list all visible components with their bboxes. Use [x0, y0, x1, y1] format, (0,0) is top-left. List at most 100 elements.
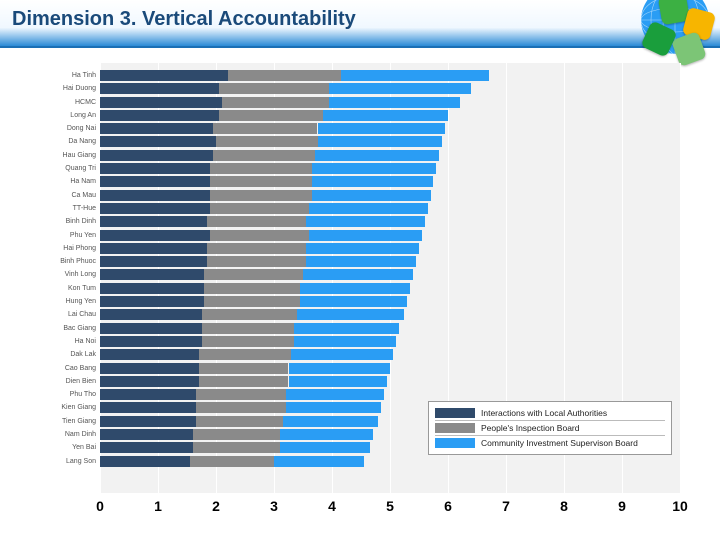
bar-segment [196, 402, 286, 413]
bar-segment [210, 230, 309, 241]
bar-segment [100, 70, 228, 81]
bar-segment [219, 83, 329, 94]
puzzle-piece-icon [658, 0, 690, 25]
bar-segment [100, 402, 196, 413]
bar-segment [318, 123, 446, 134]
bar-segment [210, 190, 312, 201]
bar-segment [100, 376, 199, 387]
bar-row: Ha Tinh [100, 69, 680, 82]
category-label: Hau Giang [6, 149, 96, 162]
category-label: Phu Tho [6, 388, 96, 401]
bar-segment [303, 269, 413, 280]
bar-segment [100, 163, 210, 174]
bar-segment [213, 123, 317, 134]
x-axis: 012345678910 [100, 498, 680, 523]
bar-segment [312, 176, 434, 187]
bar-segment [207, 256, 306, 267]
category-label: Hung Yen [6, 295, 96, 308]
page-title: Dimension 3. Vertical Accountability [12, 8, 356, 31]
bar-segment [294, 323, 398, 334]
x-tick-label: 4 [328, 498, 336, 514]
category-label: Hai Duong [6, 82, 96, 95]
bar-row: Ha Nam [100, 175, 680, 188]
bar-row: Hai Phong [100, 242, 680, 255]
x-tick-label: 6 [444, 498, 452, 514]
bar-segment [196, 416, 283, 427]
bar-segment [196, 389, 286, 400]
bar-segment [219, 110, 323, 121]
bar-segment [100, 110, 219, 121]
legend-swatch [435, 423, 475, 433]
bar-segment [100, 176, 210, 187]
bar-row: Vinh Long [100, 268, 680, 281]
legend-item: Community Investment Supervison Board [435, 436, 665, 450]
bar-row: Hung Yen [100, 295, 680, 308]
bar-segment [100, 150, 213, 161]
bar-segment [306, 243, 419, 254]
category-label: Bac Giang [6, 322, 96, 335]
bar-segment [100, 309, 202, 320]
bar-segment [100, 336, 202, 347]
bar-segment [280, 429, 373, 440]
category-label: Binh Dinh [6, 215, 96, 228]
bar-row: Hai Duong [100, 82, 680, 95]
bar-segment [341, 70, 489, 81]
bar-segment [289, 363, 391, 374]
bar-row: Dong Nai [100, 122, 680, 135]
bar-segment [283, 416, 379, 427]
bar-segment [100, 190, 210, 201]
bar-segment [294, 336, 396, 347]
bar-segment [207, 216, 306, 227]
bar-segment [100, 97, 222, 108]
category-label: Tien Giang [6, 415, 96, 428]
x-tick-label: 7 [502, 498, 510, 514]
category-label: Nam Dinh [6, 428, 96, 441]
bar-segment [204, 296, 300, 307]
bar-segment [329, 97, 460, 108]
bar-segment [100, 456, 190, 467]
bar-segment [204, 283, 300, 294]
legend-item: Interactions with Local Authorities [435, 406, 665, 421]
globe-puzzle-icon [590, 0, 720, 60]
category-label: Da Nang [6, 135, 96, 148]
legend-label: Interactions with Local Authorities [481, 408, 607, 418]
bar-segment [202, 336, 295, 347]
bar-segment [210, 163, 312, 174]
bar-row: Lang Son [100, 455, 680, 468]
bar-segment [312, 190, 431, 201]
category-label: Lai Chau [6, 308, 96, 321]
bar-segment [199, 363, 289, 374]
category-label: HCMC [6, 96, 96, 109]
category-label: Phu Yen [6, 229, 96, 242]
bar-segment [213, 150, 315, 161]
category-label: Ha Tinh [6, 69, 96, 82]
puzzle-piece-icon [682, 7, 716, 41]
bar-segment [291, 349, 393, 360]
legend-label: People's Inspection Board [481, 423, 580, 433]
chart-container: Ha TinhHai DuongHCMCLong AnDong NaiDa Na… [20, 58, 700, 528]
category-label: Dong Nai [6, 122, 96, 135]
bar-segment [100, 363, 199, 374]
legend-item: People's Inspection Board [435, 421, 665, 436]
bar-segment [297, 309, 404, 320]
x-tick-label: 3 [270, 498, 278, 514]
bar-segment [300, 296, 407, 307]
legend-swatch [435, 438, 475, 448]
category-label: Long An [6, 109, 96, 122]
bar-segment [193, 442, 280, 453]
bar-segment [100, 323, 202, 334]
bar-segment [100, 203, 210, 214]
category-label: TT-Hue [6, 202, 96, 215]
bar-segment [193, 429, 280, 440]
bar-segment [100, 243, 207, 254]
bar-segment [289, 376, 388, 387]
category-label: Lang Son [6, 455, 96, 468]
bar-row: Ca Mau [100, 189, 680, 202]
bar-segment [100, 296, 204, 307]
bar-segment [100, 256, 207, 267]
plot-area: Ha TinhHai DuongHCMCLong AnDong NaiDa Na… [100, 63, 680, 493]
x-tick-label: 1 [154, 498, 162, 514]
bar-segment [100, 123, 213, 134]
bar-segment [216, 136, 318, 147]
bar-segment [202, 323, 295, 334]
